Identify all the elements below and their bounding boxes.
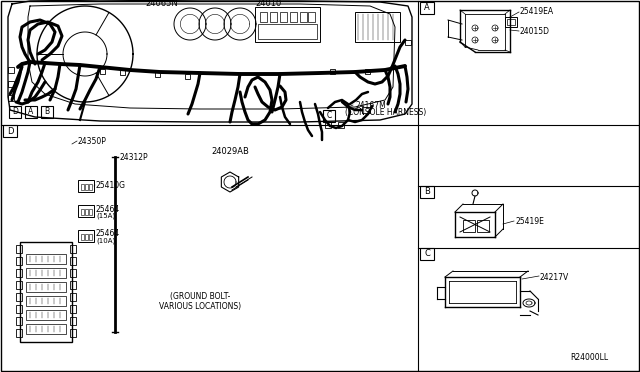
Bar	[16, 281, 22, 289]
Bar	[70, 269, 76, 277]
Bar	[89, 184, 92, 190]
Text: 24029AB: 24029AB	[211, 148, 249, 157]
Text: 25410G: 25410G	[96, 182, 126, 190]
Bar	[85, 234, 88, 240]
Text: 24015D: 24015D	[520, 28, 550, 36]
Bar	[258, 24, 317, 39]
Bar	[70, 329, 76, 337]
Bar	[16, 269, 22, 277]
Bar	[420, 248, 434, 260]
Bar	[70, 293, 76, 301]
Bar	[89, 209, 92, 215]
Bar	[405, 40, 411, 45]
Bar	[26, 296, 66, 306]
Text: R24000LL: R24000LL	[570, 353, 608, 362]
Bar	[365, 69, 370, 74]
Bar	[81, 234, 84, 240]
Text: B: B	[44, 108, 49, 116]
Text: C: C	[326, 112, 332, 121]
Bar	[16, 317, 22, 325]
Bar	[81, 209, 84, 215]
Text: D: D	[12, 108, 18, 116]
Bar	[41, 106, 53, 118]
Bar	[26, 268, 66, 278]
Bar	[89, 234, 92, 240]
Text: 24167M: 24167M	[355, 102, 386, 110]
Text: 24065N: 24065N	[145, 0, 178, 7]
Bar	[20, 242, 72, 342]
Bar	[9, 106, 21, 118]
Bar	[16, 305, 22, 313]
Bar	[3, 125, 17, 137]
Text: A: A	[424, 3, 430, 13]
Bar	[362, 107, 370, 113]
Bar	[8, 81, 14, 87]
Bar	[25, 106, 37, 118]
Text: 25464: 25464	[96, 205, 120, 214]
Bar	[280, 12, 287, 22]
Bar	[155, 72, 160, 77]
Bar	[8, 95, 14, 101]
Bar	[355, 12, 400, 42]
Bar	[26, 324, 66, 334]
Bar	[16, 257, 22, 265]
Bar	[70, 305, 76, 313]
Bar	[16, 245, 22, 253]
Bar	[420, 186, 434, 198]
Bar	[120, 70, 125, 75]
Bar	[8, 67, 14, 73]
Bar	[26, 310, 66, 320]
Text: (CONSOLE HARNESS): (CONSOLE HARNESS)	[345, 109, 426, 118]
Text: (GROUND BOLT-: (GROUND BOLT-	[170, 292, 230, 301]
Text: (10A): (10A)	[96, 238, 115, 244]
Bar	[16, 293, 22, 301]
Bar	[100, 69, 105, 74]
Bar	[70, 317, 76, 325]
Bar	[308, 12, 315, 22]
Text: 25419E: 25419E	[515, 218, 544, 227]
Bar	[78, 230, 94, 242]
Bar	[255, 7, 320, 42]
Text: 24010: 24010	[255, 0, 281, 7]
Bar	[70, 281, 76, 289]
Text: C: C	[424, 250, 430, 259]
Bar	[290, 12, 297, 22]
Bar	[26, 282, 66, 292]
Text: 25464: 25464	[96, 230, 120, 238]
Bar	[26, 254, 66, 264]
Bar	[70, 245, 76, 253]
Bar	[323, 110, 335, 122]
Bar	[507, 19, 515, 25]
Text: 24217V: 24217V	[540, 273, 569, 282]
Bar	[85, 209, 88, 215]
Text: D: D	[7, 126, 13, 135]
Text: 24312P: 24312P	[120, 153, 148, 161]
Bar	[78, 180, 94, 192]
Text: A: A	[28, 108, 34, 116]
Bar	[420, 2, 434, 14]
Bar	[300, 12, 307, 22]
Bar	[270, 12, 277, 22]
Text: (15A): (15A)	[96, 213, 115, 219]
Text: 25419EA: 25419EA	[520, 7, 554, 16]
Text: B: B	[424, 187, 430, 196]
Text: 24350P: 24350P	[78, 138, 107, 147]
Bar	[325, 122, 331, 128]
Bar	[338, 122, 344, 128]
Bar	[16, 329, 22, 337]
Text: VARIOUS LOCATIONS): VARIOUS LOCATIONS)	[159, 302, 241, 311]
Bar	[81, 184, 84, 190]
Bar	[85, 184, 88, 190]
Bar	[330, 69, 335, 74]
Bar	[463, 220, 475, 232]
Bar	[505, 17, 517, 27]
Bar	[78, 205, 94, 217]
Bar	[260, 12, 267, 22]
Bar	[477, 220, 489, 232]
Bar	[70, 257, 76, 265]
Bar	[185, 74, 190, 79]
